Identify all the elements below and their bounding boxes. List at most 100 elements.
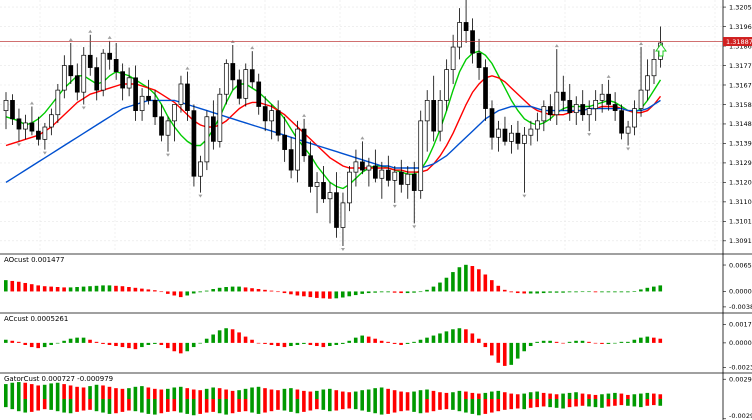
gator-upper-up [256, 386, 261, 399]
buy-arrow-icon [655, 43, 667, 57]
hist-bar-down [101, 342, 105, 344]
gator-lower-down [574, 399, 578, 407]
candle-body-bull [651, 59, 657, 77]
gator-upper-down [541, 392, 546, 399]
gator-upper-down [107, 386, 112, 399]
candle-body-bear [249, 69, 255, 83]
gator-lower-up [457, 399, 462, 412]
gator-lower-down [509, 399, 514, 410]
gator-upper-up [613, 392, 617, 399]
hist-bar-down [166, 291, 170, 294]
hist-bar-up [431, 335, 436, 343]
indicator-tick-label: -0.002920 [729, 412, 752, 420]
hist-bar-up [198, 342, 202, 344]
hist-bar-up [567, 341, 572, 343]
hist-bar-down [321, 342, 326, 348]
candle-body-bear [159, 116, 164, 136]
candle-body-bear [29, 122, 35, 132]
gator-upper-down [276, 390, 280, 399]
gator-upper-up [10, 382, 15, 399]
gator-upper-up [237, 390, 241, 399]
hist-bar-up [347, 291, 352, 297]
candle-body-bear [580, 104, 586, 116]
gator-upper-up [483, 392, 488, 399]
hist-bar-down [250, 339, 254, 343]
candle [94, 57, 100, 101]
gator-lower-down [606, 399, 611, 407]
gator-lower-down [81, 399, 86, 411]
candle [360, 141, 365, 175]
hist-bar-down [483, 342, 488, 348]
candle [55, 83, 61, 123]
candle-body-bull [178, 83, 184, 105]
gator-lower-down [515, 399, 520, 409]
candle [463, 0, 469, 43]
gator-upper-down [159, 389, 164, 399]
hist-bar-up [204, 338, 209, 343]
gator-upper-up [490, 391, 494, 399]
gator-upper-down [405, 392, 410, 399]
hist-bar-down [373, 338, 377, 343]
gator-lower-up [4, 399, 8, 408]
fractal-up-icon [360, 136, 365, 140]
hist-bar-down [464, 329, 468, 343]
candle-body-bear [146, 95, 151, 101]
candle-body-bear [321, 182, 326, 200]
candle-body-bull [366, 165, 372, 171]
candle-body-bull [172, 104, 177, 122]
gator-upper-up [567, 392, 572, 399]
ac-panel-title: ACcust 0.0005261 [4, 315, 68, 323]
gator-upper-down [68, 385, 73, 399]
fractal-up-icon [639, 42, 644, 46]
gator-upper-down [593, 394, 598, 399]
gator-upper-down [444, 392, 449, 399]
hist-bar-up [217, 287, 222, 292]
gator-lower-up [146, 399, 151, 414]
candle [36, 116, 41, 146]
gator-upper-down [399, 391, 403, 399]
gator-lower-down [652, 399, 656, 406]
gator-lower-up [639, 399, 643, 408]
gator-lower-down [528, 399, 533, 408]
candle [547, 94, 553, 121]
gator-upper-down [23, 382, 28, 399]
hist-bar-up [431, 286, 436, 292]
candle [29, 106, 35, 136]
hist-bar-up [535, 291, 539, 294]
hist-bar-down [328, 291, 332, 299]
hist-bar-up [81, 337, 86, 343]
candle-body-bear [113, 59, 119, 73]
hist-bar-down [366, 336, 371, 343]
candle-body-bull [541, 106, 547, 122]
candle [100, 49, 106, 97]
hist-bar-up [451, 329, 455, 343]
candle-body-bull [599, 93, 605, 101]
gator-upper-up [243, 388, 248, 399]
gator-upper-up [42, 384, 47, 399]
hist-bar-up [548, 340, 552, 343]
hist-bar-up [107, 285, 112, 292]
candle [249, 51, 255, 89]
hist-bar-down [16, 341, 21, 343]
hist-bar-down [658, 338, 663, 343]
gator-upper-up [315, 390, 319, 399]
hist-bar-up [528, 291, 533, 294]
candle-body-bull [424, 100, 430, 122]
gator-lower-down [269, 399, 274, 412]
gator-upper-up [172, 387, 177, 399]
hist-bar-up [191, 291, 196, 294]
hist-bar-down [127, 342, 131, 349]
candle-body-bear [275, 110, 281, 136]
gator-lower-up [418, 399, 423, 414]
ma-fast-line [5, 50, 662, 190]
hist-bar-up [4, 280, 8, 292]
candle [321, 165, 326, 203]
hist-bar-down [282, 342, 287, 348]
gator-upper-down [269, 389, 274, 399]
gator-lower-down [444, 399, 449, 410]
hist-bar-up [626, 341, 630, 343]
candle-body-bull [3, 100, 9, 111]
candle [133, 65, 138, 121]
hist-bar-up [561, 291, 565, 293]
